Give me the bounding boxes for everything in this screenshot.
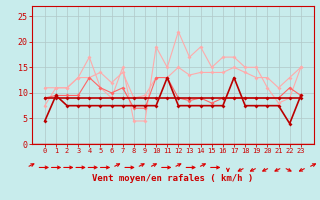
X-axis label: Vent moyen/en rafales ( km/h ): Vent moyen/en rafales ( km/h )	[92, 174, 253, 183]
